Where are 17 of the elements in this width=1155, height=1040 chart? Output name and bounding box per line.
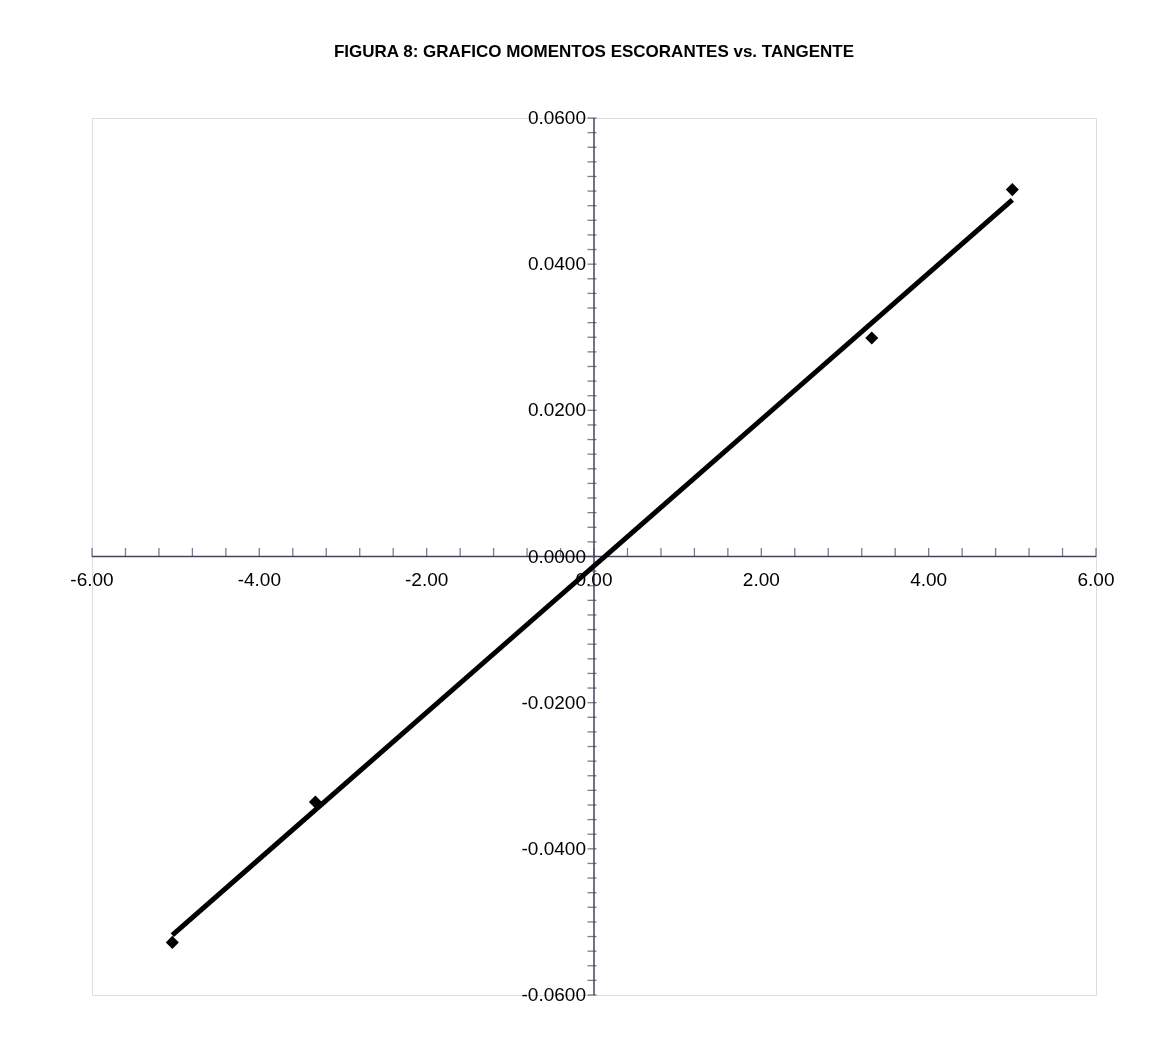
y-tick-label: 0.0200: [527, 399, 586, 421]
y-tick-label: -0.0400: [521, 837, 586, 859]
x-tick-label: -6.00: [70, 568, 114, 590]
x-tick-label: 4.00: [910, 568, 948, 590]
y-tick-label: 0.0400: [527, 253, 586, 275]
x-tick-label: 6.00: [1077, 568, 1115, 590]
point: [165, 935, 179, 949]
x-tick-label: -4.00: [237, 568, 281, 590]
x-tick-label: -2.00: [405, 568, 449, 590]
y-tick-label: -0.0600: [521, 984, 586, 1005]
point: [308, 795, 322, 809]
point: [1005, 183, 1019, 197]
y-tick-label: -0.0200: [521, 691, 586, 713]
y-tick-label: 0.0600: [527, 107, 586, 128]
point: [865, 331, 879, 345]
x-tick-label: 2.00: [742, 568, 780, 590]
chart-title: FIGURA 8: GRAFICO MOMENTOS ESCORANTES vs. TANGENTE: [333, 42, 855, 61]
